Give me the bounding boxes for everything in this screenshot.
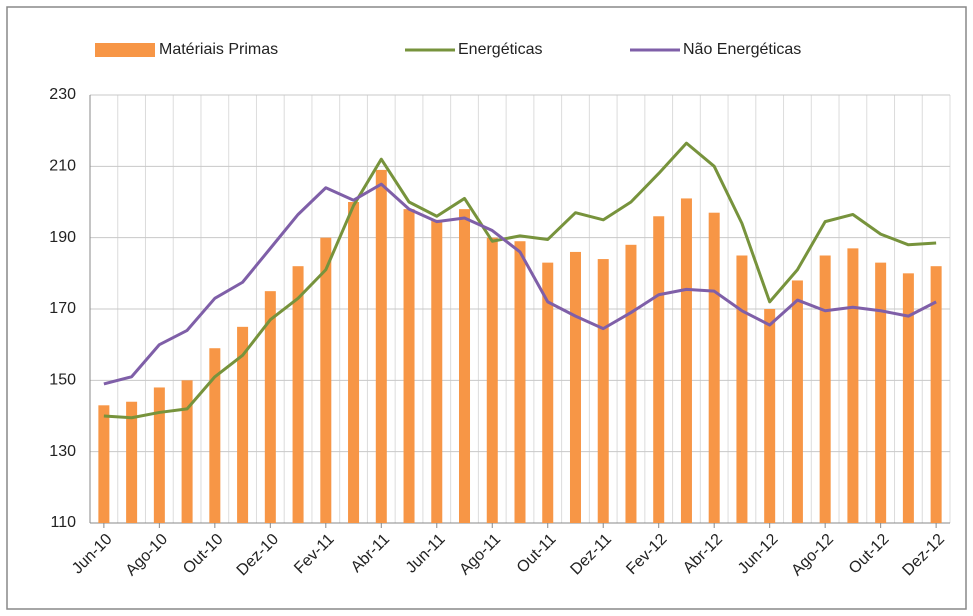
bar [847,248,859,523]
y-tick-label: 110 [50,514,76,531]
bar [902,273,914,523]
bar [153,387,165,523]
bar [542,262,554,523]
bar [98,405,110,523]
y-tick-label: 230 [49,86,76,103]
legend-label: Matériais Primas [159,41,278,58]
bar [292,266,304,523]
legend-swatch [95,43,155,57]
bar [514,241,526,523]
bar [181,380,193,523]
bar [126,401,138,523]
bar [791,280,803,523]
y-tick-label: 170 [49,300,76,317]
legend-label: Não Energéticas [683,41,801,58]
bar [597,259,609,523]
y-tick-label: 150 [49,372,76,389]
bar [264,291,276,523]
y-tick-label: 130 [49,443,76,460]
bar [930,266,942,523]
bar [486,237,498,523]
bar [431,219,443,524]
chart-frame [6,6,967,610]
bar [819,255,831,523]
y-tick-label: 190 [49,229,76,246]
bar [680,198,692,523]
legend-label: Energéticas [458,41,543,58]
bar [459,209,471,523]
bar [569,251,581,523]
bar [625,244,637,524]
bar [209,348,221,523]
bar [708,212,720,523]
bar [348,202,360,523]
bar [320,237,332,523]
bar [875,262,887,523]
bar [653,216,665,523]
bar [403,209,415,523]
bar [764,309,776,523]
line [103,141,937,420]
bar [736,255,748,523]
bar [375,169,387,523]
line [103,182,937,386]
y-tick-label: 210 [49,158,76,175]
bar [237,326,249,523]
